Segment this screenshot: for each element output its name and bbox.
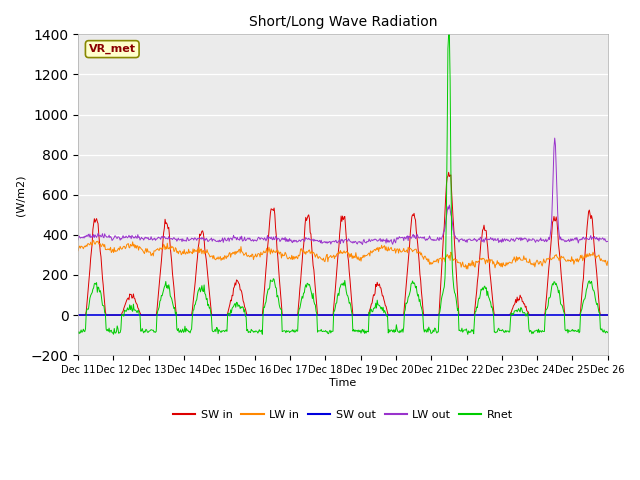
Rnet: [407, 281, 415, 287]
SW out: [84, 312, 92, 318]
Line: Rnet: Rnet: [78, 35, 608, 335]
Line: SW in: SW in: [78, 172, 608, 315]
LW out: [424, 237, 431, 243]
LW in: [424, 256, 431, 262]
SW out: [220, 312, 228, 318]
SW out: [192, 312, 200, 318]
Text: VR_met: VR_met: [89, 44, 136, 54]
SW in: [604, 312, 612, 318]
Rnet: [604, 330, 612, 336]
LW out: [604, 239, 612, 244]
SW in: [445, 169, 452, 175]
Line: LW out: LW out: [78, 138, 608, 244]
X-axis label: Time: Time: [330, 378, 356, 388]
SW out: [74, 312, 82, 318]
SW in: [422, 312, 430, 318]
Rnet: [464, 332, 472, 337]
Rnet: [138, 325, 146, 331]
LW out: [84, 232, 92, 238]
LW out: [551, 135, 559, 141]
LW out: [192, 236, 200, 242]
Rnet: [220, 328, 228, 334]
Title: Short/Long Wave Radiation: Short/Long Wave Radiation: [249, 15, 437, 29]
LW in: [604, 258, 612, 264]
LW out: [74, 237, 82, 243]
SW out: [138, 312, 146, 318]
LW in: [90, 238, 97, 243]
Legend: SW in, LW in, SW out, LW out, Rnet: SW in, LW in, SW out, LW out, Rnet: [168, 406, 518, 425]
SW in: [138, 312, 146, 318]
LW in: [84, 241, 92, 247]
SW in: [84, 292, 92, 298]
LW out: [358, 241, 366, 247]
Rnet: [192, 298, 200, 304]
LW in: [464, 266, 472, 272]
SW out: [407, 312, 415, 318]
SW in: [74, 312, 82, 318]
Rnet: [422, 329, 430, 335]
Rnet: [445, 32, 452, 37]
LW in: [139, 248, 147, 254]
Rnet: [84, 306, 92, 312]
Line: LW in: LW in: [78, 240, 608, 269]
SW in: [220, 312, 228, 318]
LW out: [138, 236, 146, 241]
LW in: [74, 248, 82, 253]
Rnet: [74, 331, 82, 336]
LW in: [408, 247, 415, 253]
SW in: [192, 269, 200, 275]
SW out: [422, 312, 430, 318]
SW in: [407, 222, 415, 228]
LW out: [408, 235, 415, 240]
LW in: [221, 252, 228, 258]
SW out: [604, 312, 612, 318]
Y-axis label: (W/m2): (W/m2): [15, 174, 25, 216]
LW out: [220, 237, 228, 242]
LW in: [193, 249, 200, 254]
